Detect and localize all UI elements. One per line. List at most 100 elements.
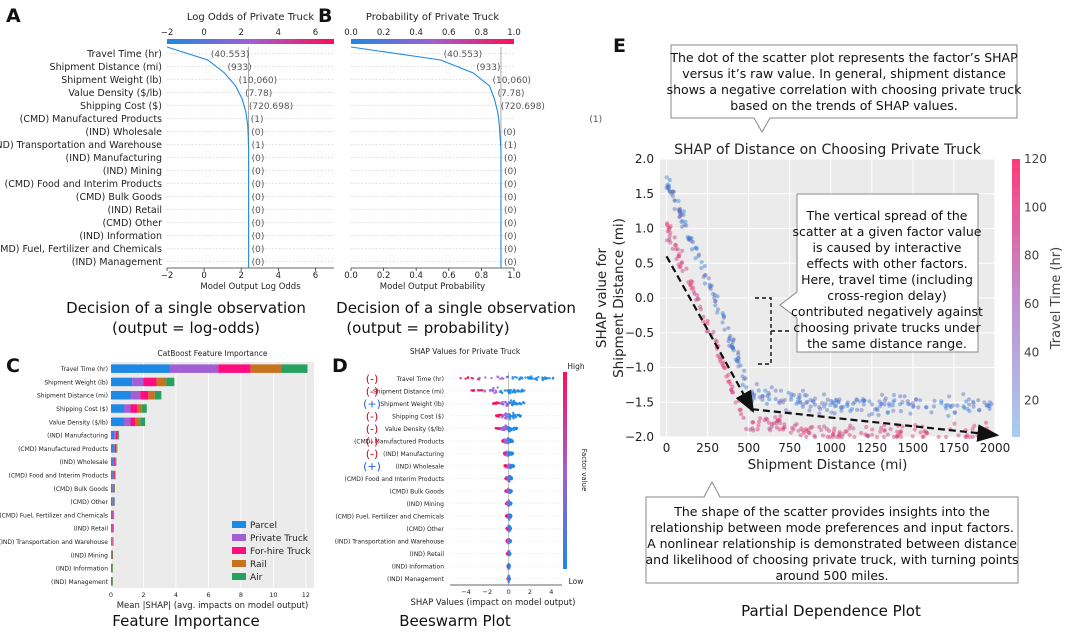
scatter-point [839, 405, 844, 410]
beeswarm-point [511, 377, 514, 380]
scatter-point [690, 239, 696, 245]
bar-segment [115, 457, 117, 466]
scatter-point [882, 398, 888, 403]
scatter-point [887, 403, 892, 408]
beeswarm-point [506, 453, 509, 457]
y-tick-label: −2.0 [625, 430, 654, 444]
scatter-point [789, 392, 794, 397]
beeswarm-point [510, 414, 513, 418]
y-tick-label: −1.0 [625, 361, 654, 375]
scatter-point [961, 392, 966, 397]
scatter-point [839, 408, 844, 413]
beeswarm-point [505, 438, 509, 442]
scatter-point [667, 177, 672, 183]
scatter-point [898, 394, 903, 399]
scatter-point [952, 410, 957, 415]
beeswarm-point [513, 390, 517, 393]
scatter-point [879, 401, 884, 407]
scatter-point [922, 428, 927, 434]
scatter-point [715, 307, 721, 312]
beeswarm-point [500, 391, 504, 395]
scatter-point [956, 433, 961, 438]
scatter-point [721, 313, 726, 318]
x-tick-label: 750 [778, 441, 801, 455]
scatter-point [709, 283, 714, 288]
scatter-point [892, 398, 897, 403]
scatter-point [670, 189, 675, 195]
feature-value-label: (0) [504, 180, 517, 190]
bar-segment [123, 417, 131, 427]
scatter-point [666, 185, 671, 190]
top-tick-label: 4 [276, 28, 281, 38]
beeswarm-point [491, 390, 494, 393]
legend-label: Parcel [250, 521, 277, 531]
scatter-point [781, 425, 786, 431]
scatter-point [696, 297, 701, 302]
scatter-point [866, 413, 872, 418]
scatter-point [983, 420, 989, 425]
scatter-point [677, 209, 683, 214]
feature-value-label: (0) [252, 219, 265, 229]
bar-segment [112, 537, 114, 546]
scatter-point [727, 335, 732, 341]
feature-value-label: (1) [251, 115, 264, 125]
beeswarm-point [507, 577, 511, 581]
scatter-point [672, 235, 677, 240]
beeswarm-point [506, 466, 509, 469]
scatter-point [666, 185, 671, 190]
scatter-point [986, 403, 991, 408]
scatter-point [763, 416, 769, 421]
scatter-point [805, 399, 810, 404]
scatter-point [705, 329, 711, 334]
scatter-point [801, 430, 806, 436]
scatter-point [921, 434, 926, 439]
scatter-point [713, 299, 718, 304]
direction-sign: (-) [366, 410, 379, 423]
scatter-point [971, 404, 976, 409]
callout-middle-line4: effects with other factors. [806, 256, 967, 271]
scatter-point [844, 429, 849, 434]
scatter-point [672, 206, 677, 212]
feature-value-label: (40.553) [444, 50, 483, 60]
bar-segment [111, 577, 113, 586]
scatter-point [664, 185, 669, 190]
scatter-point [715, 353, 720, 358]
scatter-point [970, 399, 976, 404]
scatter-point [769, 385, 774, 390]
colorbar-tick-label: 60 [1024, 297, 1039, 311]
scatter-point [665, 229, 670, 234]
beeswarm-point [483, 390, 486, 393]
bar-segment [111, 390, 131, 400]
bar-segment [111, 550, 113, 560]
category-label: (IND) Transportation and Warehouse [0, 539, 108, 546]
scatter-point [894, 434, 900, 439]
scatter-point [699, 265, 704, 271]
decision-path-line [166, 46, 250, 268]
scatter-point [686, 280, 691, 285]
x-tick-label: 6 [206, 591, 210, 599]
beeswarm-point [504, 453, 507, 457]
panel-c-feature-importance: 0 2 4 6 8 10 12 CatBoost Feature Importance Mean… [0, 349, 314, 611]
category-label: Value Density ($/lb) [49, 419, 108, 426]
scatter-point [760, 397, 765, 402]
scatter-point [674, 256, 679, 262]
scatter-point [830, 434, 836, 440]
scatter-point [838, 405, 843, 410]
scatter-point [828, 402, 833, 408]
scatter-point [818, 406, 823, 412]
bar-segment [111, 430, 115, 440]
scatter-point [668, 230, 673, 235]
panel-letter-d: D [332, 355, 348, 377]
feature-value-label: (933) [476, 63, 500, 73]
category-label: (CMD) Bulk Goods [54, 486, 108, 493]
scatter-point [804, 434, 809, 440]
bar-segment [169, 364, 219, 373]
x-axis-label: Mean |SHAP| (avg. impacts on model outpu… [117, 601, 309, 611]
scatter-point [890, 403, 895, 408]
callout-middle-line1: The vertical spread of the [806, 208, 968, 223]
beeswarm-point [504, 415, 508, 418]
scatter-point [677, 214, 683, 219]
scatter-point [789, 425, 795, 431]
scatter-point [689, 247, 695, 252]
scatter-point [946, 413, 951, 419]
